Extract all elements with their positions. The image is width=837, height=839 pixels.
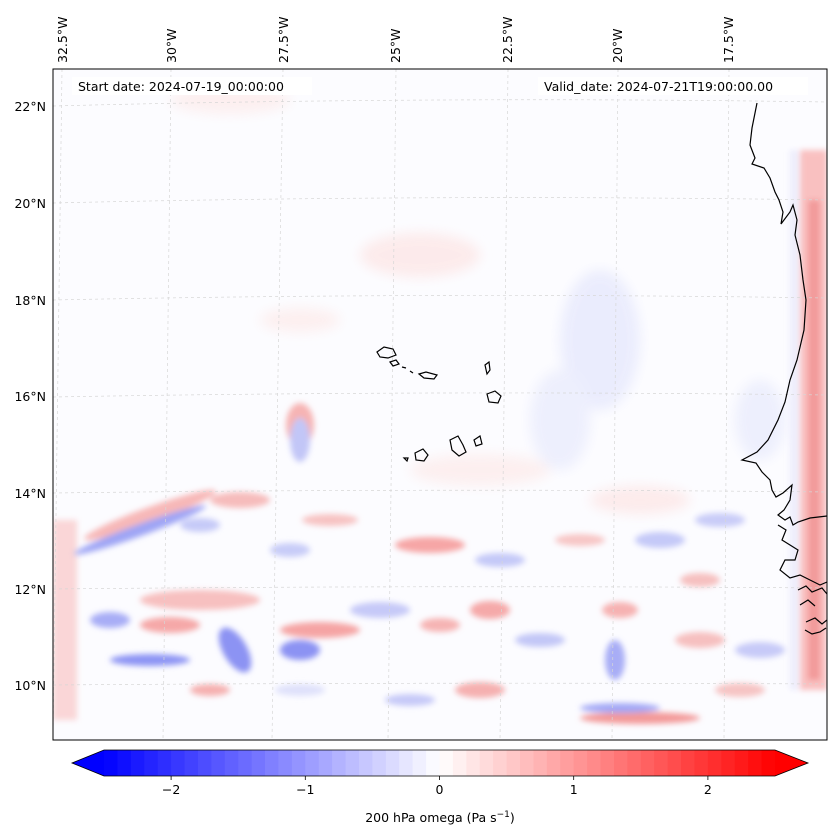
colorbar-segment bbox=[184, 750, 199, 776]
lon-label: 22.5°W bbox=[500, 17, 515, 63]
colorbar-segment bbox=[694, 750, 709, 776]
colorbar-segment bbox=[171, 750, 186, 776]
african-coastline bbox=[740, 102, 827, 526]
valid-date-label: Valid_date: 2024-07-21T19:00:00.00 bbox=[544, 79, 773, 94]
colorbar-segment bbox=[533, 750, 548, 776]
coastline-bijagos bbox=[797, 585, 827, 635]
colorbar-segment bbox=[211, 750, 226, 776]
colorbar-segment bbox=[278, 750, 293, 776]
colorbar-segment bbox=[426, 750, 441, 776]
colorbar-segment bbox=[560, 750, 575, 776]
lat-label: 18°N bbox=[14, 293, 46, 308]
longitude-labels: 32.5°W 30°W 27.5°W 25°W 22.5°W 20°W 17.5… bbox=[55, 17, 736, 63]
lat-label: 10°N bbox=[14, 678, 46, 693]
colorbar-tick-label: 0 bbox=[436, 782, 444, 797]
colorbar-segment bbox=[291, 750, 306, 776]
colorbar-segment bbox=[372, 750, 387, 776]
colorbar-segment bbox=[117, 750, 132, 776]
colorbar-extend-high bbox=[775, 750, 808, 776]
colorbar-segment bbox=[358, 750, 373, 776]
colorbar-segment bbox=[197, 750, 212, 776]
colorbar-segment bbox=[721, 750, 736, 776]
colorbar-segment bbox=[667, 750, 682, 776]
colorbar-label: 200 hPa omega (Pa s−1) bbox=[365, 810, 515, 825]
colorbar-segment bbox=[573, 750, 588, 776]
lat-label: 20°N bbox=[14, 196, 46, 211]
colorbar-segment bbox=[600, 750, 615, 776]
colorbar-segment bbox=[587, 750, 602, 776]
colorbar: −2 −1 0 1 2 200 hPa omega (Pa s−1) bbox=[70, 749, 810, 825]
colorbar-segment bbox=[224, 750, 239, 776]
colorbar-segment bbox=[318, 750, 333, 776]
valid-date-box bbox=[538, 77, 808, 95]
colorbar-segment bbox=[520, 750, 535, 776]
colorbar-segment bbox=[130, 750, 145, 776]
start-date-box bbox=[72, 77, 312, 95]
colorbar-outline bbox=[70, 749, 810, 777]
colorbar-extend-low bbox=[72, 750, 104, 776]
lat-label: 14°N bbox=[14, 486, 46, 501]
lon-label: 32.5°W bbox=[55, 17, 70, 63]
lon-label: 27.5°W bbox=[276, 17, 291, 63]
colorbar-segment bbox=[734, 750, 749, 776]
cape-verde-islands bbox=[376, 346, 502, 463]
lat-label: 22°N bbox=[14, 99, 46, 114]
lon-label: 17.5°W bbox=[721, 17, 736, 63]
colorbar-segment bbox=[345, 750, 360, 776]
colorbar-segment bbox=[681, 750, 696, 776]
colorbar-segments bbox=[104, 750, 776, 776]
colorbar-tick-label: 2 bbox=[704, 782, 712, 797]
lon-label: 20°W bbox=[610, 28, 625, 63]
lon-label: 30°W bbox=[164, 28, 179, 63]
colorbar-segment bbox=[251, 750, 266, 776]
colorbar-segment bbox=[493, 750, 508, 776]
colorbar-tick-label: −1 bbox=[296, 782, 314, 797]
colorbar-segment bbox=[238, 750, 253, 776]
lat-label: 12°N bbox=[14, 582, 46, 597]
colorbar-segment bbox=[654, 750, 669, 776]
coastline-guinea-bissau bbox=[777, 524, 827, 586]
colorbar-segment bbox=[546, 750, 561, 776]
colorbar-ticks: −2 −1 0 1 2 bbox=[162, 776, 712, 797]
colorbar-segment bbox=[385, 750, 400, 776]
colorbar-segment bbox=[305, 750, 320, 776]
lat-label: 16°N bbox=[14, 389, 46, 404]
colorbar-segment bbox=[707, 750, 722, 776]
colorbar-segment bbox=[412, 750, 427, 776]
colorbar-segment bbox=[627, 750, 642, 776]
colorbar-segment bbox=[761, 750, 776, 776]
colorbar-segment bbox=[104, 750, 119, 776]
colorbar-segment bbox=[399, 750, 414, 776]
colorbar-tick-label: −2 bbox=[162, 782, 180, 797]
colorbar-segment bbox=[748, 750, 763, 776]
colorbar-segment bbox=[640, 750, 655, 776]
start-date-label: Start date: 2024-07-19_00:00:00 bbox=[78, 79, 284, 94]
colorbar-segment bbox=[506, 750, 521, 776]
latitude-labels: 22°N 20°N 18°N 16°N 14°N 12°N 10°N bbox=[14, 99, 46, 693]
map-frame bbox=[52, 68, 828, 741]
colorbar-segment bbox=[265, 750, 280, 776]
graticule bbox=[53, 69, 827, 740]
colorbar-segment bbox=[144, 750, 159, 776]
colorbar-tick-label: 1 bbox=[570, 782, 578, 797]
colorbar-segment bbox=[466, 750, 481, 776]
colorbar-segment bbox=[157, 750, 172, 776]
colorbar-segment bbox=[439, 750, 454, 776]
lon-label: 25°W bbox=[388, 28, 403, 63]
colorbar-segment bbox=[452, 750, 467, 776]
colorbar-segment bbox=[479, 750, 494, 776]
colorbar-segment bbox=[332, 750, 347, 776]
colorbar-segment bbox=[613, 750, 628, 776]
